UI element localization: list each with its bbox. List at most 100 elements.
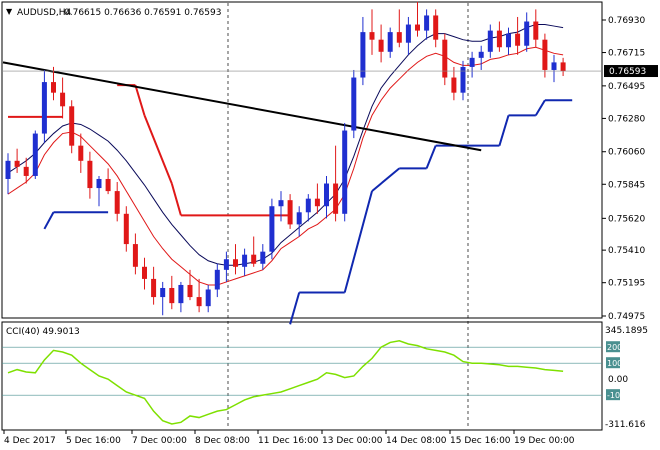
candle (32, 130, 38, 179)
candle (296, 206, 302, 237)
candle-body (196, 297, 202, 307)
candle (223, 251, 229, 282)
candle (96, 175, 102, 207)
candle-body (242, 254, 248, 267)
candle-body (23, 166, 29, 176)
trendline[interactable] (2, 61, 482, 152)
cci-levels: 200 100 0.00 -100 (2, 341, 628, 401)
candle (187, 269, 193, 301)
candle (87, 151, 93, 199)
candle-body (187, 284, 193, 298)
candle-body (324, 183, 329, 207)
candle (524, 12, 530, 52)
candle (251, 236, 257, 267)
price-tick-label: 0.76930 (608, 16, 645, 26)
candle-body (451, 77, 457, 93)
candle-body (524, 21, 530, 46)
candle (178, 281, 184, 313)
candle-body (560, 62, 566, 72)
stop-line-red (170, 183, 182, 216)
time-axis: 4 Dec 2017 5 Dec 16:00 7 Dec 00:00 8 Dec 08… (3, 430, 575, 446)
candle (41, 69, 47, 143)
candle (105, 168, 111, 195)
candle (205, 284, 211, 313)
candle (351, 69, 357, 139)
candle (342, 122, 348, 222)
candle (114, 182, 120, 222)
candle-body (14, 160, 20, 167)
candle-body (178, 284, 184, 304)
cci-level-box (606, 389, 620, 401)
candle (142, 257, 147, 290)
candle (23, 157, 29, 184)
candle-body (160, 287, 166, 298)
candle (278, 191, 284, 222)
candle-body (360, 32, 366, 78)
candle-body (396, 32, 402, 43)
candle (506, 27, 511, 55)
time-tick-label: 11 Dec 16:00 (258, 436, 319, 446)
indicator-frame (1, 321, 603, 431)
current-price-label: 0.76593 (609, 67, 646, 77)
chart-menu-arrow-icon[interactable]: ▼ (6, 7, 13, 16)
candle-body (533, 21, 539, 40)
candle (260, 244, 266, 270)
candle-body (87, 160, 93, 189)
candle (442, 33, 448, 86)
candle-body (405, 24, 411, 43)
candle-body (96, 178, 102, 189)
time-tick-label: 15 Dec 16:00 (450, 436, 511, 446)
candle-body (41, 82, 47, 134)
stop-line-blue (534, 99, 546, 116)
candle (405, 16, 411, 55)
current-price-box (604, 65, 658, 78)
cci-level-label: 200 (607, 343, 622, 352)
candle (469, 51, 475, 78)
candle (169, 275, 175, 310)
candle-body (433, 15, 439, 40)
candle-body (287, 200, 293, 225)
candle-body (278, 200, 284, 207)
candle (78, 133, 84, 173)
candle (451, 66, 457, 101)
candle-body (105, 178, 111, 192)
price-tick-label: 0.75620 (608, 214, 645, 224)
candle (387, 27, 393, 58)
candle (515, 16, 521, 55)
price-tick-label: 0.76280 (608, 114, 645, 124)
candle (287, 194, 293, 229)
candle-body (496, 30, 502, 48)
price-tick-label: 0.76060 (608, 148, 645, 158)
candle (324, 175, 329, 219)
candle (269, 198, 275, 260)
candle (560, 57, 566, 77)
time-tick-label: 5 Dec 16:00 (66, 436, 121, 446)
candle (487, 24, 493, 58)
candle (378, 24, 384, 63)
indicator-min-label: -311.616 (605, 420, 646, 430)
candle (314, 183, 320, 214)
candle (160, 281, 166, 316)
candle (369, 9, 375, 55)
candle-body (151, 278, 157, 298)
time-tick-label: 7 Dec 00:00 (132, 436, 187, 446)
candle-body (69, 106, 75, 146)
stop-line-blue (343, 190, 373, 293)
candle-body (169, 287, 175, 304)
stop-line-red (134, 84, 146, 116)
cci-level-label: -100 (607, 391, 625, 400)
candle (478, 45, 484, 70)
candle (60, 77, 66, 119)
candle-body (305, 198, 311, 213)
stop-line-blue (498, 115, 510, 146)
candle (14, 148, 20, 173)
candle-body (442, 39, 448, 78)
candle (51, 66, 56, 101)
indicator-title: CCI(40) 49.9013 (6, 327, 80, 337)
candle (396, 9, 402, 48)
main-chart-frame (1, 1, 603, 319)
candle-body (78, 145, 84, 161)
candle (433, 9, 439, 48)
candle-body (114, 191, 120, 214)
